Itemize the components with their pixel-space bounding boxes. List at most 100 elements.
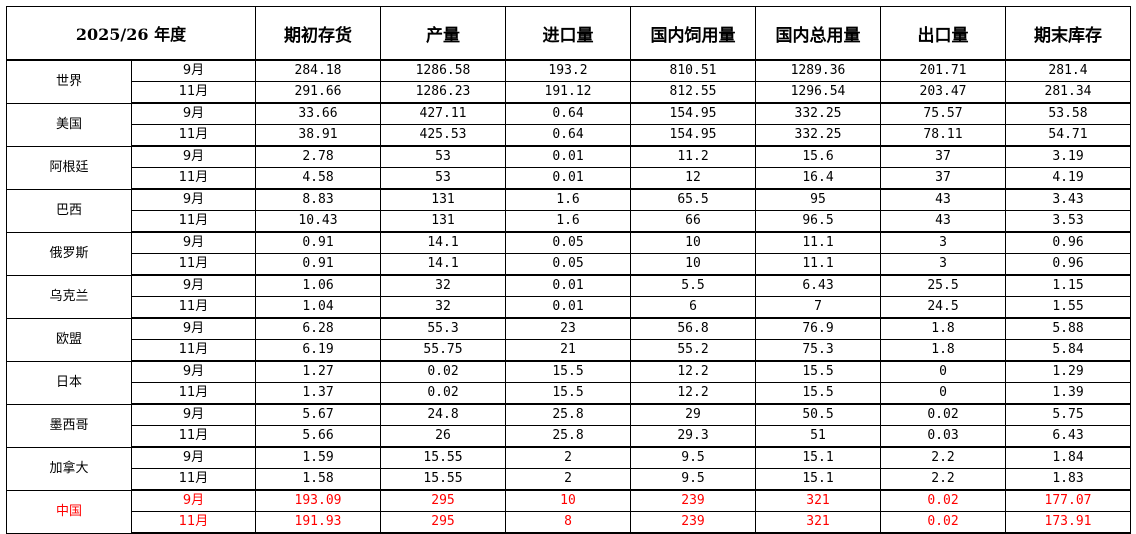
value-cell: 15.6 <box>755 145 881 168</box>
value-cell: 2.2 <box>880 446 1006 469</box>
value-cell: 203.47 <box>880 81 1006 104</box>
value-cell: 37 <box>880 167 1006 190</box>
month-cell: 9月 <box>131 102 256 125</box>
value-cell: 5.88 <box>1005 317 1131 340</box>
value-cell: 173.91 <box>1005 511 1131 534</box>
value-cell: 1.59 <box>255 446 381 469</box>
value-cell: 65.5 <box>630 188 756 211</box>
value-cell: 4.58 <box>255 167 381 190</box>
value-cell: 55.3 <box>380 317 506 340</box>
value-cell: 131 <box>380 188 506 211</box>
month-cell: 9月 <box>131 317 256 340</box>
value-cell: 0.01 <box>505 145 631 168</box>
month-cell: 9月 <box>131 59 256 82</box>
month-cell: 9月 <box>131 231 256 254</box>
value-cell: 0.96 <box>1005 231 1131 254</box>
value-cell: 1.06 <box>255 274 381 297</box>
value-cell: 0.91 <box>255 231 381 254</box>
value-cell: 33.66 <box>255 102 381 125</box>
table-row: 11月 291.66 1286.23 191.12 812.55 1296.54 203.4… <box>7 81 1131 104</box>
value-cell: 15.5 <box>755 382 881 405</box>
country-cell: 乌克兰 <box>6 274 132 319</box>
value-cell: 321 <box>755 489 881 512</box>
header-row: 2025/26 年度 期初存货 产量 进口量 国内饲用量 国内总用量 出口量 期… <box>6 6 1131 61</box>
value-cell: 4.19 <box>1005 167 1131 190</box>
value-cell: 29 <box>630 403 756 426</box>
value-cell: 15.1 <box>755 446 881 469</box>
value-cell: 1.8 <box>880 339 1006 362</box>
month-cell: 9月 <box>131 489 256 512</box>
value-cell: 9.5 <box>630 446 756 469</box>
value-cell: 53 <box>380 167 506 190</box>
value-cell: 425.53 <box>380 124 506 147</box>
value-cell: 15.5 <box>505 360 631 383</box>
value-cell: 0.05 <box>505 231 631 254</box>
table-row: 11月 0.91 14.1 0.05 10 11.1 3 0.96 <box>7 253 1131 276</box>
value-cell: 6.28 <box>255 317 381 340</box>
value-cell: 2.2 <box>880 468 1006 491</box>
value-cell: 32 <box>380 296 506 319</box>
country-cell: 日本 <box>6 360 132 405</box>
value-cell: 0.02 <box>880 403 1006 426</box>
value-cell: 43 <box>880 210 1006 233</box>
table-row: 11月 191.93 295 8 239 321 0.02 173.91 <box>7 511 1131 534</box>
value-cell: 16.4 <box>755 167 881 190</box>
value-cell: 23 <box>505 317 631 340</box>
value-cell: 76.9 <box>755 317 881 340</box>
value-cell: 12.2 <box>630 360 756 383</box>
value-cell: 75.3 <box>755 339 881 362</box>
value-cell: 284.18 <box>255 59 381 82</box>
value-cell: 66 <box>630 210 756 233</box>
value-cell: 38.91 <box>255 124 381 147</box>
value-cell: 0.64 <box>505 102 631 125</box>
value-cell: 37 <box>880 145 1006 168</box>
value-cell: 201.71 <box>880 59 1006 82</box>
value-cell: 191.12 <box>505 81 631 104</box>
month-cell: 11月 <box>131 425 256 448</box>
value-cell: 15.5 <box>505 382 631 405</box>
month-cell: 9月 <box>131 360 256 383</box>
country-cell: 美国 <box>6 102 132 147</box>
value-cell: 0 <box>880 382 1006 405</box>
value-cell: 427.11 <box>380 102 506 125</box>
value-cell: 0.91 <box>255 253 381 276</box>
value-cell: 96.5 <box>755 210 881 233</box>
month-cell: 11月 <box>131 468 256 491</box>
value-cell: 3.19 <box>1005 145 1131 168</box>
table-row: 11月 1.37 0.02 15.5 12.2 15.5 0 1.39 <box>7 382 1131 405</box>
value-cell: 5.84 <box>1005 339 1131 362</box>
table-row: 世界 9月 284.18 1286.58 193.2 810.51 1289.36 201.7… <box>6 59 1131 104</box>
table-row: 11月 5.66 26 25.8 29.3 51 0.03 6.43 <box>7 425 1131 448</box>
month-cell: 9月 <box>131 403 256 426</box>
value-cell: 12 <box>630 167 756 190</box>
value-cell: 154.95 <box>630 102 756 125</box>
value-cell: 1.6 <box>505 210 631 233</box>
value-cell: 281.4 <box>1005 59 1131 82</box>
value-cell: 5.5 <box>630 274 756 297</box>
value-cell: 15.55 <box>380 468 506 491</box>
value-cell: 1286.58 <box>380 59 506 82</box>
table-row: 11月 1.04 32 0.01 6 7 24.5 1.55 <box>7 296 1131 319</box>
value-cell: 0.64 <box>505 124 631 147</box>
value-cell: 54.71 <box>1005 124 1131 147</box>
value-cell: 6.43 <box>755 274 881 297</box>
value-cell: 7 <box>755 296 881 319</box>
value-cell: 295 <box>380 489 506 512</box>
value-cell: 10.43 <box>255 210 381 233</box>
value-cell: 321 <box>755 511 881 534</box>
month-cell: 11月 <box>131 296 256 319</box>
country-cell: 加拿大 <box>6 446 132 491</box>
table-row: 乌克兰 9月 1.06 32 0.01 5.5 6.43 25.5 1.15 <box>6 274 1131 319</box>
table-row: 阿根廷 9月 2.78 53 0.01 11.2 15.6 37 3.19 <box>6 145 1131 190</box>
country-cell: 中国 <box>6 489 132 534</box>
value-cell: 21 <box>505 339 631 362</box>
month-cell: 11月 <box>131 210 256 233</box>
value-cell: 3.43 <box>1005 188 1131 211</box>
column-header: 期末库存 <box>1005 6 1131 61</box>
value-cell: 5.67 <box>255 403 381 426</box>
value-cell: 12.2 <box>630 382 756 405</box>
month-cell: 11月 <box>131 382 256 405</box>
country-cell: 巴西 <box>6 188 132 233</box>
value-cell: 0.02 <box>880 489 1006 512</box>
column-header: 国内饲用量 <box>630 6 756 61</box>
